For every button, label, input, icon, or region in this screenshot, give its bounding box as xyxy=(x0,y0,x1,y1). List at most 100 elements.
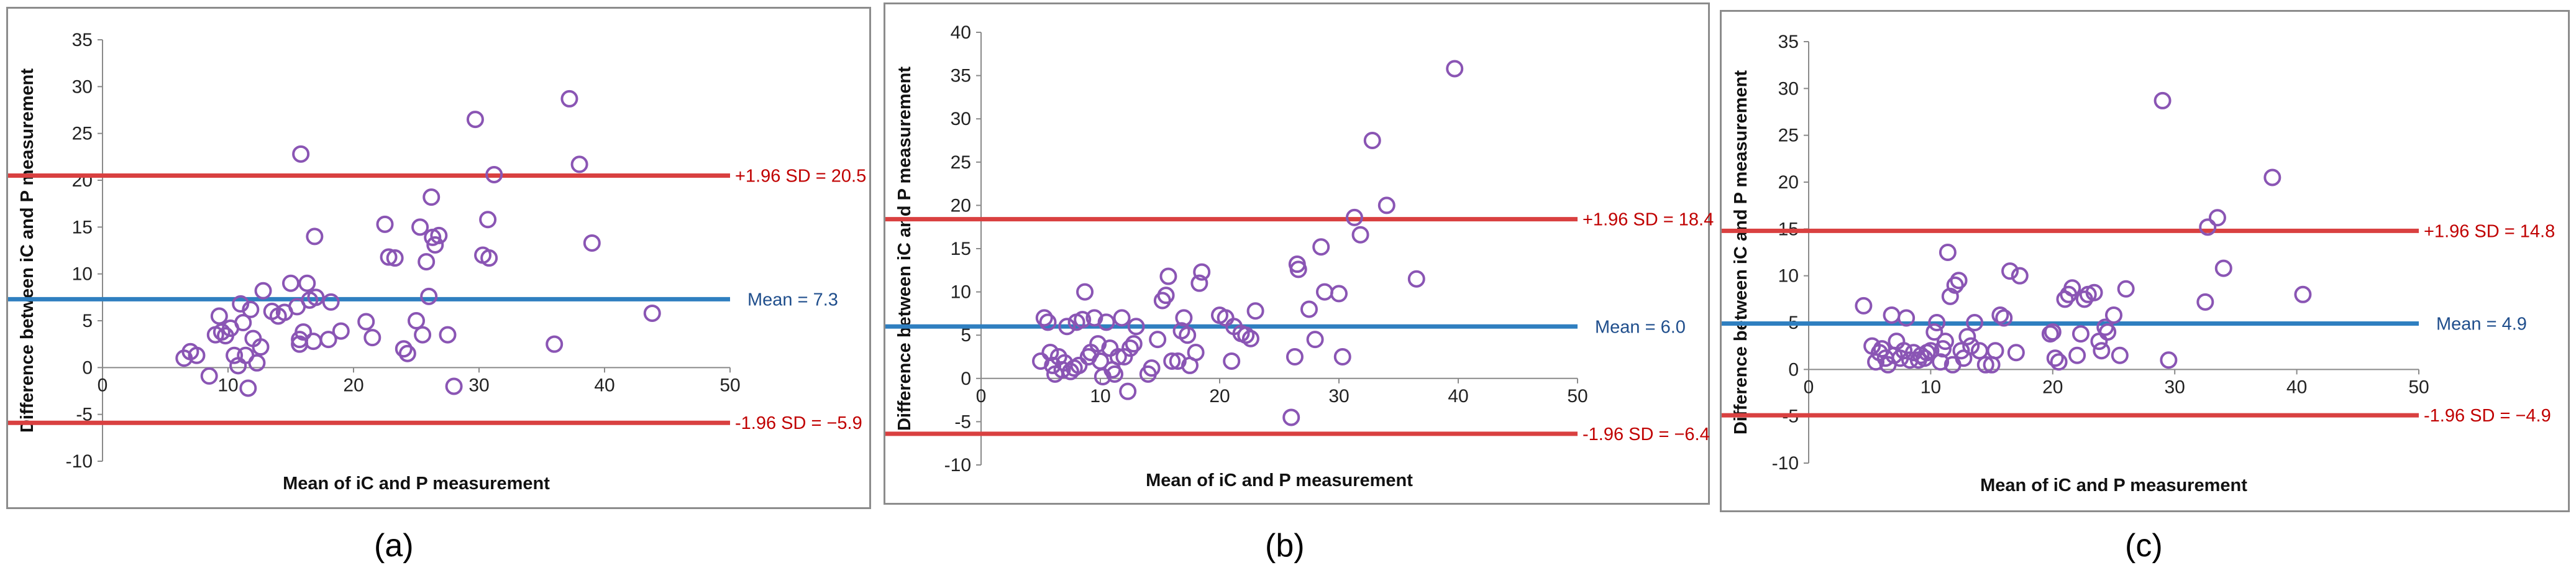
data-point xyxy=(1939,244,1957,261)
data-point xyxy=(2085,283,2103,301)
data-point xyxy=(1115,348,1133,365)
data-point xyxy=(479,211,497,229)
mean-label: Mean = 6.0 xyxy=(1595,317,1686,337)
data-point xyxy=(1070,356,1088,374)
data-point xyxy=(408,312,425,329)
mean-label: Mean = 7.3 xyxy=(747,290,838,310)
data-point xyxy=(292,145,310,163)
chart-panel-b: -10 -5 0 5 10 15 20 25 30 35 40 0 10 20 30 40 50 Differen… xyxy=(884,2,1714,505)
data-point xyxy=(1946,276,1964,294)
data-point xyxy=(485,165,503,183)
upper-limit-label: +1.96 SD = 20.5 xyxy=(735,166,866,186)
data-point xyxy=(1934,340,1952,358)
data-point xyxy=(282,274,299,292)
y-tick-label: 5 xyxy=(961,325,971,346)
data-point xyxy=(210,307,228,325)
data-point xyxy=(560,90,578,108)
data-point xyxy=(2196,293,2214,311)
data-point xyxy=(418,253,436,271)
data-point xyxy=(1286,348,1304,365)
y-tick-label: 25 xyxy=(951,152,971,173)
data-point xyxy=(298,274,316,292)
x-tick-label: 50 xyxy=(1567,386,1587,407)
x-tick-label: 30 xyxy=(2165,377,2185,397)
data-point xyxy=(1157,287,1175,305)
data-point xyxy=(1035,309,1053,327)
data-point xyxy=(2093,342,2111,360)
data-point xyxy=(319,331,337,349)
chart-svg-c: -10-50510152025303501020304050Difference… xyxy=(1722,32,2555,495)
data-point xyxy=(376,215,394,233)
data-point xyxy=(188,346,206,364)
data-point xyxy=(1932,353,1950,371)
y-tick-label: -10 xyxy=(944,455,971,476)
y-tick-label: 30 xyxy=(1778,78,1799,99)
data-point xyxy=(1074,311,1092,329)
data-point xyxy=(242,300,260,318)
data-point xyxy=(234,314,252,332)
data-point xyxy=(1097,313,1115,331)
x-tick-label: 40 xyxy=(1448,386,1468,407)
y-tick-label: 30 xyxy=(951,109,971,129)
data-point xyxy=(1312,238,1330,256)
data-point xyxy=(422,188,441,206)
data-point xyxy=(1041,344,1059,362)
data-point xyxy=(1986,342,2004,360)
data-point xyxy=(2090,333,2108,351)
y-tick-label: 30 xyxy=(72,76,93,97)
data-point xyxy=(1363,132,1381,149)
data-point xyxy=(322,293,340,311)
data-point xyxy=(212,323,231,341)
data-point xyxy=(307,288,325,306)
y-tick-label: 35 xyxy=(951,66,971,86)
caption-c: (c) xyxy=(2125,528,2163,564)
y-tick-label: 0 xyxy=(961,369,971,389)
lower-limit-label: -1.96 SD = −6.4 xyxy=(1583,425,1710,444)
data-point xyxy=(1407,270,1425,288)
data-point xyxy=(1922,342,1940,360)
data-point xyxy=(1958,328,1976,346)
data-point xyxy=(1333,348,1351,365)
data-point xyxy=(430,226,448,244)
data-point xyxy=(1039,313,1057,331)
data-point xyxy=(1330,285,1348,303)
data-point xyxy=(1345,208,1363,226)
data-point xyxy=(1149,331,1167,349)
data-point xyxy=(643,304,661,322)
data-point xyxy=(1241,329,1259,347)
lower-limit-label: -1.96 SD = −4.9 xyxy=(2424,406,2551,426)
y-tick-label: 20 xyxy=(951,195,971,216)
data-point xyxy=(2099,323,2117,341)
x-tick-label: 10 xyxy=(1921,377,1941,397)
data-point xyxy=(2044,323,2062,341)
data-point xyxy=(304,333,322,351)
data-point xyxy=(1315,283,1333,301)
data-point xyxy=(1898,309,1916,327)
data-point xyxy=(1058,318,1076,336)
mean-label: Mean = 4.9 xyxy=(2436,315,2527,334)
y-axis-label: Difference between iC and P measurement xyxy=(17,68,37,433)
data-point xyxy=(1955,349,1973,367)
data-point xyxy=(570,155,588,173)
x-tick-label: 10 xyxy=(217,375,238,395)
data-point xyxy=(546,335,564,353)
data-point xyxy=(1300,300,1318,318)
data-point xyxy=(1995,309,2013,327)
data-point xyxy=(1193,263,1211,281)
data-point xyxy=(426,236,444,254)
data-point xyxy=(1855,296,1873,315)
data-point xyxy=(2111,346,2129,364)
data-point xyxy=(1377,196,1395,214)
data-point xyxy=(200,367,218,385)
x-tick-label: 0 xyxy=(98,375,108,395)
x-tick-label: 10 xyxy=(1090,386,1110,407)
x-tick-label: 40 xyxy=(594,375,614,395)
y-tick-label: 0 xyxy=(1788,359,1799,380)
data-point xyxy=(1143,359,1161,377)
data-point xyxy=(1446,60,1464,78)
y-tick-label: 15 xyxy=(951,239,971,259)
data-point xyxy=(1113,309,1131,327)
y-tick-label: 20 xyxy=(72,170,93,191)
x-tick-label: 30 xyxy=(1328,386,1349,407)
x-axis-label: Mean of iC and P measurement xyxy=(283,474,550,494)
